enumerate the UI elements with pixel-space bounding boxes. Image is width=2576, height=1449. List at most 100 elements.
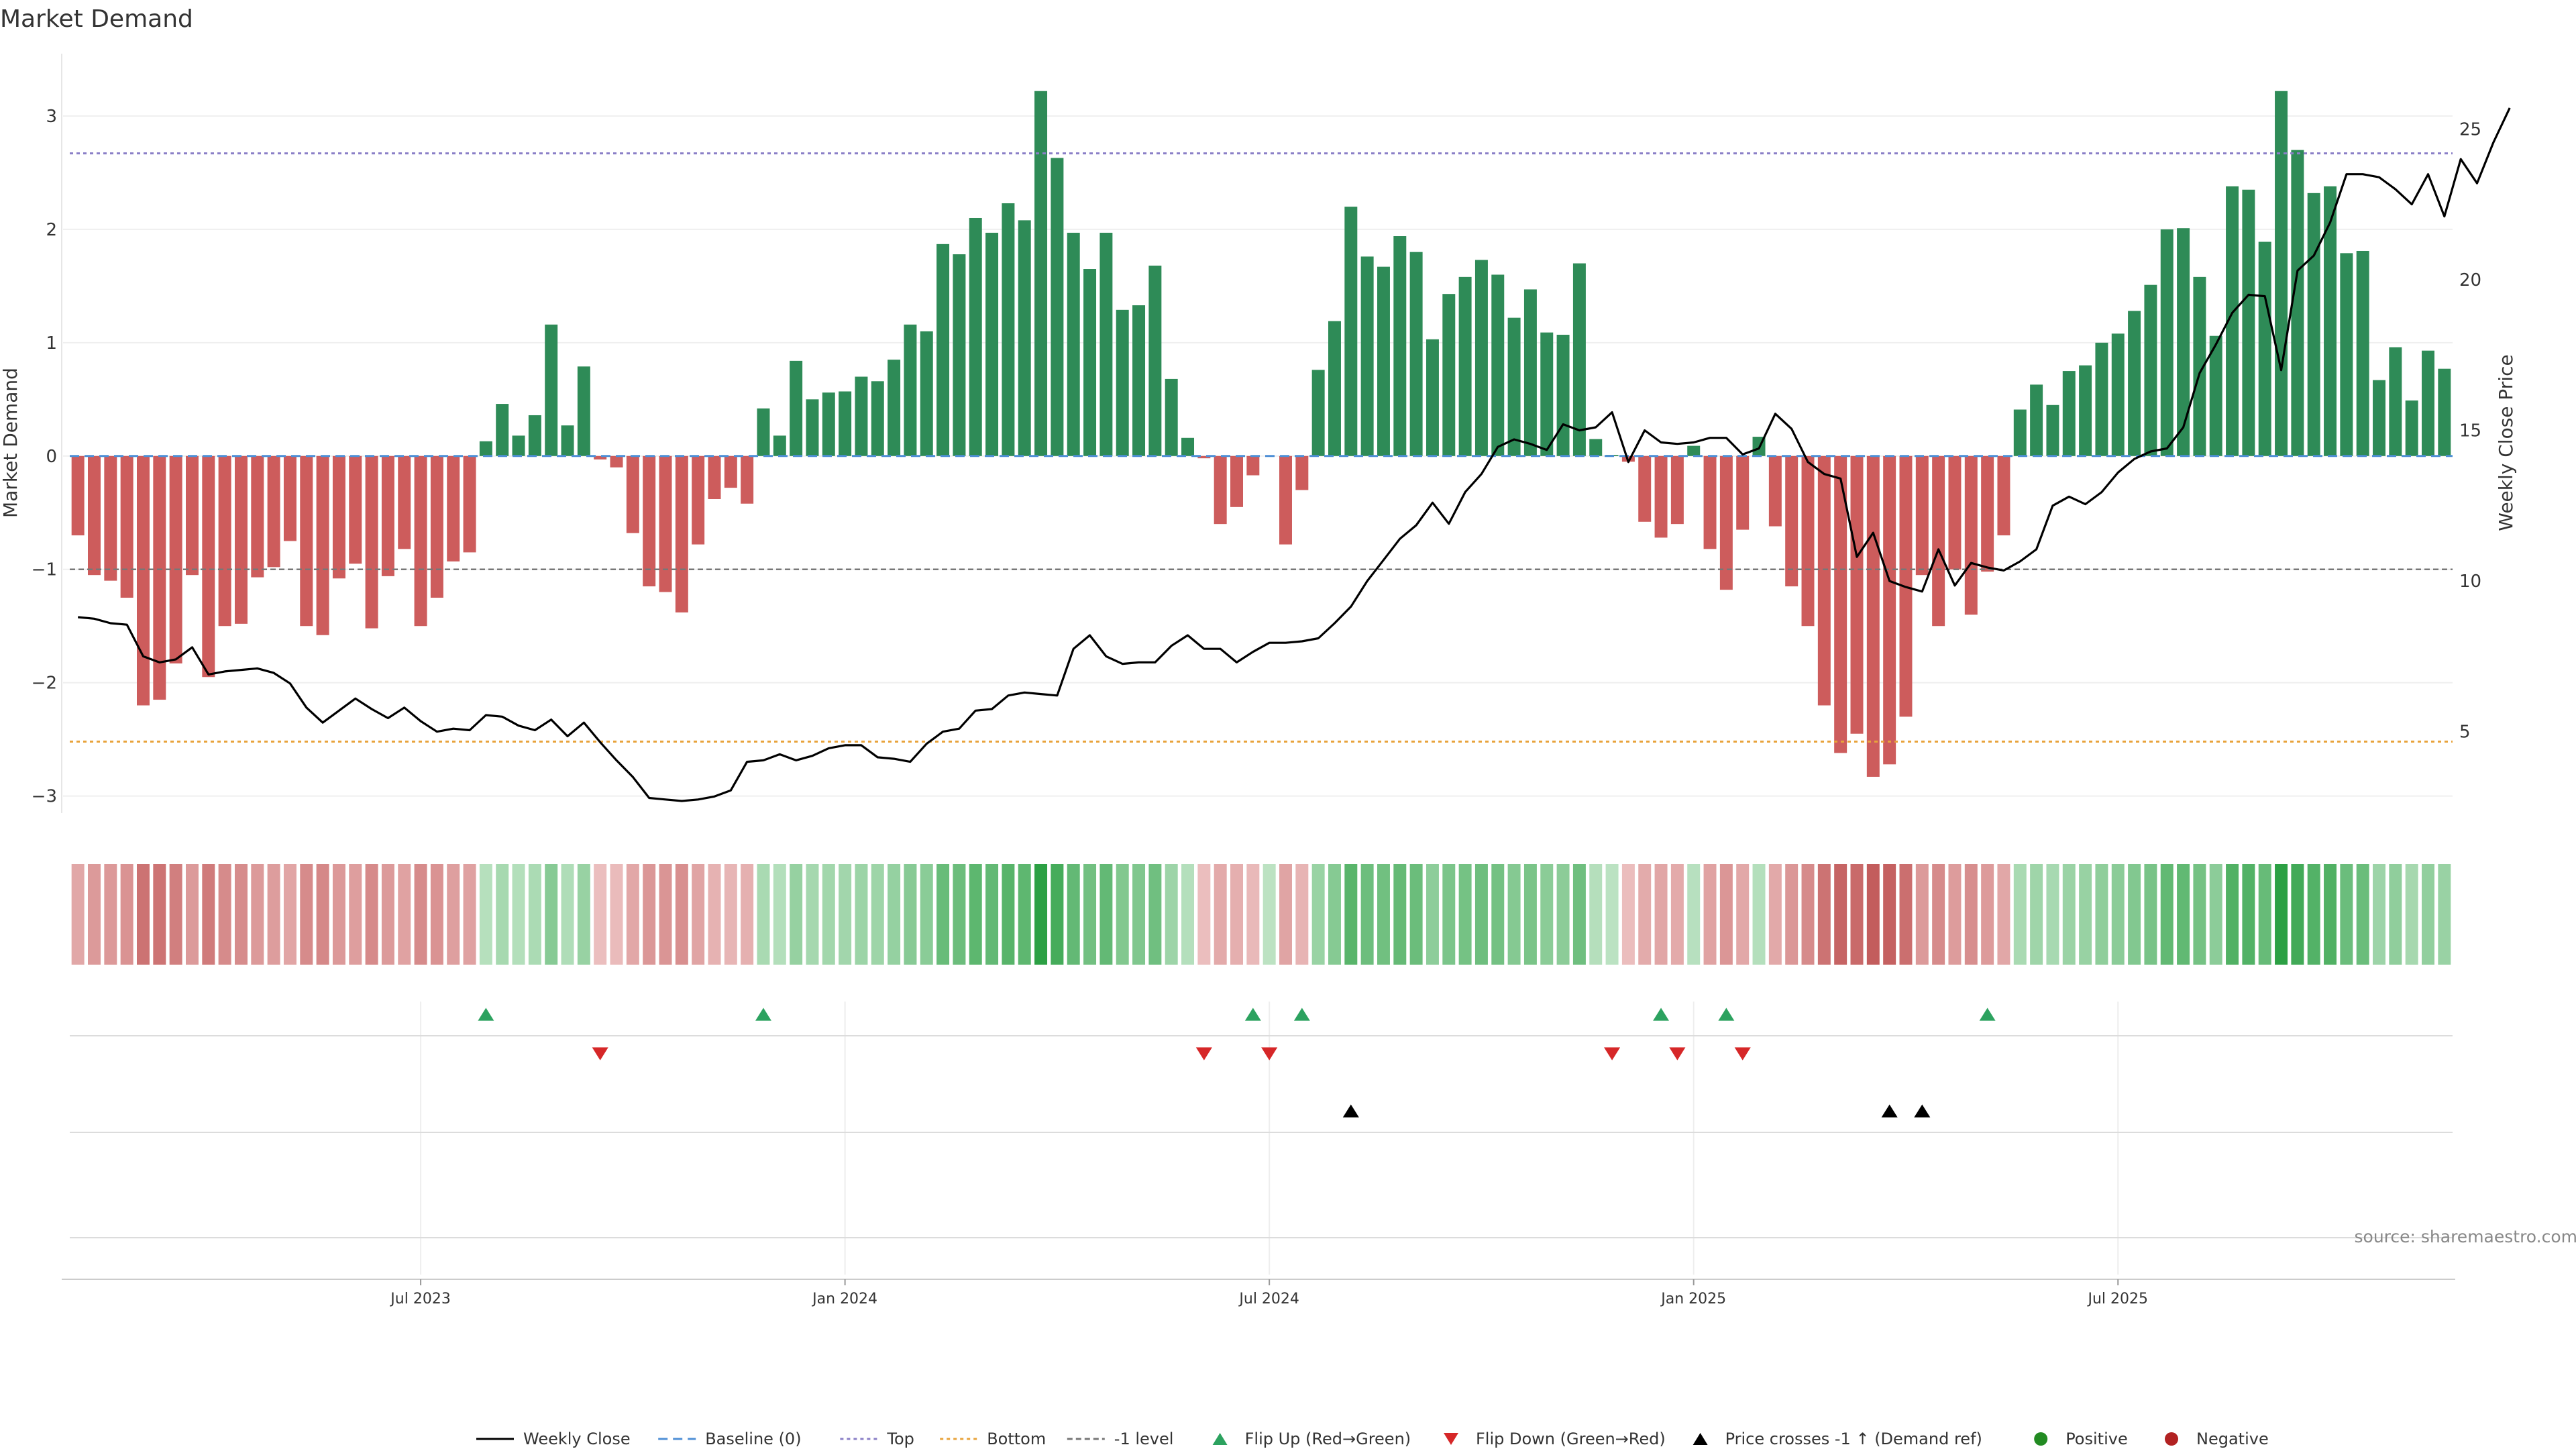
flip-down-marker xyxy=(1734,1047,1751,1061)
heat-cell xyxy=(1165,864,1178,965)
heat-cell xyxy=(2242,864,2255,965)
positive-bar xyxy=(479,441,492,456)
negative-bar xyxy=(659,455,672,592)
heat-cell xyxy=(251,864,264,965)
heat-cell xyxy=(2340,864,2353,965)
heat-cell xyxy=(381,864,394,965)
y-tick-label: 2 xyxy=(46,220,57,240)
negative-bar xyxy=(1932,455,1945,627)
positive-bar xyxy=(1116,309,1129,456)
positive-bar xyxy=(2405,400,2418,456)
heat-cell xyxy=(773,864,786,965)
heat-cell xyxy=(806,864,819,965)
negative-bar xyxy=(120,455,133,598)
heat-cell xyxy=(2324,864,2337,965)
heat-cell xyxy=(1230,864,1243,965)
y-tick-label: −2 xyxy=(32,674,57,694)
heat-cell xyxy=(1099,864,1113,965)
heat-cell xyxy=(1409,864,1423,965)
heat-cell xyxy=(2422,864,2434,965)
positive-bar xyxy=(969,217,982,456)
heat-cell xyxy=(1964,864,1978,965)
negative-bar xyxy=(349,455,362,564)
negative-bar xyxy=(1948,455,1962,570)
y-tick-label: −3 xyxy=(32,787,57,807)
heat-cell xyxy=(1263,864,1276,965)
heat-cell xyxy=(1703,864,1717,965)
y2-tick-label: 10 xyxy=(2459,572,2481,592)
negative-bar xyxy=(88,455,101,576)
positive-bar xyxy=(561,425,574,456)
price-cross-marker xyxy=(1881,1104,1898,1118)
positive-bar xyxy=(1132,305,1146,456)
heat-cell xyxy=(1116,864,1129,965)
heat-cell xyxy=(708,864,721,965)
heat-cell xyxy=(2356,864,2369,965)
positive-bar xyxy=(577,366,590,456)
negative-bar xyxy=(447,455,460,561)
heat-cell xyxy=(904,864,917,965)
heat-cell xyxy=(1981,864,1994,965)
negative-bar xyxy=(169,455,182,663)
negative-bar xyxy=(724,455,737,488)
positive-bar xyxy=(1589,439,1603,456)
negative-bar xyxy=(398,455,411,549)
heat-cell xyxy=(365,864,378,965)
negative-bar xyxy=(1850,455,1864,734)
heat-cell xyxy=(594,864,607,965)
negative-bar xyxy=(692,455,705,545)
heat-cell xyxy=(757,864,770,965)
legend-label: Positive xyxy=(2065,1430,2128,1448)
positive-bar xyxy=(806,399,819,456)
positive-bar xyxy=(822,392,835,456)
positive-bar xyxy=(2324,186,2337,456)
heat-cell xyxy=(2062,864,2076,965)
heat-cell xyxy=(577,864,590,965)
heat-cell xyxy=(2258,864,2271,965)
flip-up-marker xyxy=(1979,1008,1996,1021)
heat-cell xyxy=(1948,864,1962,965)
positive-bar xyxy=(1181,437,1195,456)
heat-cell xyxy=(1426,864,1439,965)
y2-axis-ticks: 5 10 15 20 25 xyxy=(2459,119,2481,742)
heat-cell xyxy=(659,864,672,965)
flip-up-marker xyxy=(1718,1008,1735,1021)
positive-bar xyxy=(985,232,999,456)
positive-bar xyxy=(1540,332,1554,456)
legend-label: Price crosses -1 ↑ (Demand ref) xyxy=(1725,1430,1982,1448)
negative-bar xyxy=(234,455,248,624)
positive-bar xyxy=(1377,266,1390,456)
negative-bar xyxy=(1703,455,1717,549)
heat-cell xyxy=(2307,864,2320,965)
heat-cell xyxy=(120,864,133,965)
positive-bar xyxy=(773,435,786,456)
heat-cell xyxy=(1572,864,1586,965)
demand-bars xyxy=(71,91,2451,777)
negative-bar xyxy=(643,455,656,587)
negative-bar xyxy=(1214,455,1227,525)
heat-cell xyxy=(1051,864,1064,965)
positive-bar xyxy=(2209,335,2222,456)
negative-bar xyxy=(185,455,199,576)
negative-bar xyxy=(300,455,313,627)
flip-up-marker xyxy=(1244,1008,1261,1021)
positive-bar xyxy=(2242,189,2255,456)
heat-cell xyxy=(1997,864,2010,965)
heat-cell xyxy=(822,864,835,965)
heat-cell xyxy=(1736,864,1750,965)
heat-cell xyxy=(430,864,443,965)
heat-cell xyxy=(528,864,541,965)
positive-bar xyxy=(1018,220,1031,456)
heat-cell xyxy=(1589,864,1603,965)
heat-cell xyxy=(414,864,427,965)
positive-bar xyxy=(1328,321,1341,456)
positive-bar xyxy=(2373,380,2386,456)
heat-cell xyxy=(2389,864,2402,965)
flip-down-marker xyxy=(1261,1047,1278,1061)
heat-cell xyxy=(1002,864,1015,965)
heat-cell xyxy=(1621,864,1635,965)
negative-bar xyxy=(218,455,231,627)
legend-label: Bottom xyxy=(987,1430,1046,1448)
heat-cell xyxy=(1915,864,1929,965)
positive-bar xyxy=(1474,260,1488,456)
